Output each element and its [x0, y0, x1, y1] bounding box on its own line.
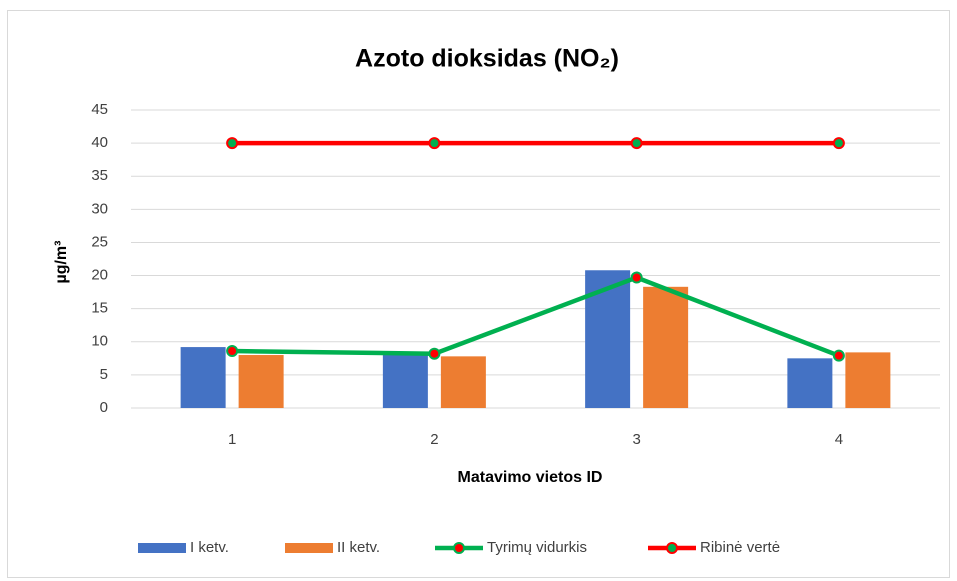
legend-label: I ketv.: [190, 539, 229, 556]
x-tick-label: 2: [430, 431, 438, 448]
y-tick-label: 25: [91, 233, 108, 250]
y-tick-label: 30: [91, 200, 108, 217]
bar: [585, 270, 631, 408]
y-tick-label: 5: [100, 366, 108, 383]
marker: [226, 137, 239, 150]
bar: [382, 355, 428, 408]
marker: [630, 137, 643, 150]
legend-swatch: [285, 543, 333, 553]
marker: [832, 349, 845, 362]
bar: [238, 355, 284, 408]
y-tick-label: 35: [91, 167, 108, 184]
x-axis-label: Matavimo vietos ID: [458, 469, 603, 486]
legend-marker: [666, 542, 678, 554]
legend-marker: [453, 542, 465, 554]
bar: [180, 347, 226, 408]
bar: [787, 358, 833, 408]
y-tick-label: 0: [100, 399, 108, 416]
bar: [643, 286, 689, 408]
legend-label: II ketv.: [337, 539, 380, 556]
marker: [226, 345, 239, 358]
marker: [630, 271, 643, 284]
bar: [440, 356, 486, 408]
y-tick-label: 10: [91, 333, 108, 350]
bar: [845, 352, 891, 408]
y-tick-label: 15: [91, 300, 108, 317]
x-tick-label: 1: [228, 431, 236, 448]
marker: [428, 137, 441, 150]
legend-label: Tyrimų vidurkis: [487, 539, 587, 556]
x-tick-label: 3: [632, 431, 640, 448]
chart-border: [7, 10, 950, 578]
chart-title: Azoto dioksidas (NO₂): [355, 45, 619, 73]
legend-swatch: [138, 543, 186, 553]
y-tick-label: 20: [91, 267, 108, 284]
y-tick-label: 40: [91, 134, 108, 151]
y-tick-label: 45: [91, 101, 108, 118]
marker: [428, 347, 441, 360]
legend-label: Ribinė vertė: [700, 539, 780, 556]
marker: [832, 137, 845, 150]
line: [232, 275, 840, 358]
x-tick-label: 4: [835, 431, 843, 448]
y-axis-label: µg/m³: [53, 241, 70, 284]
